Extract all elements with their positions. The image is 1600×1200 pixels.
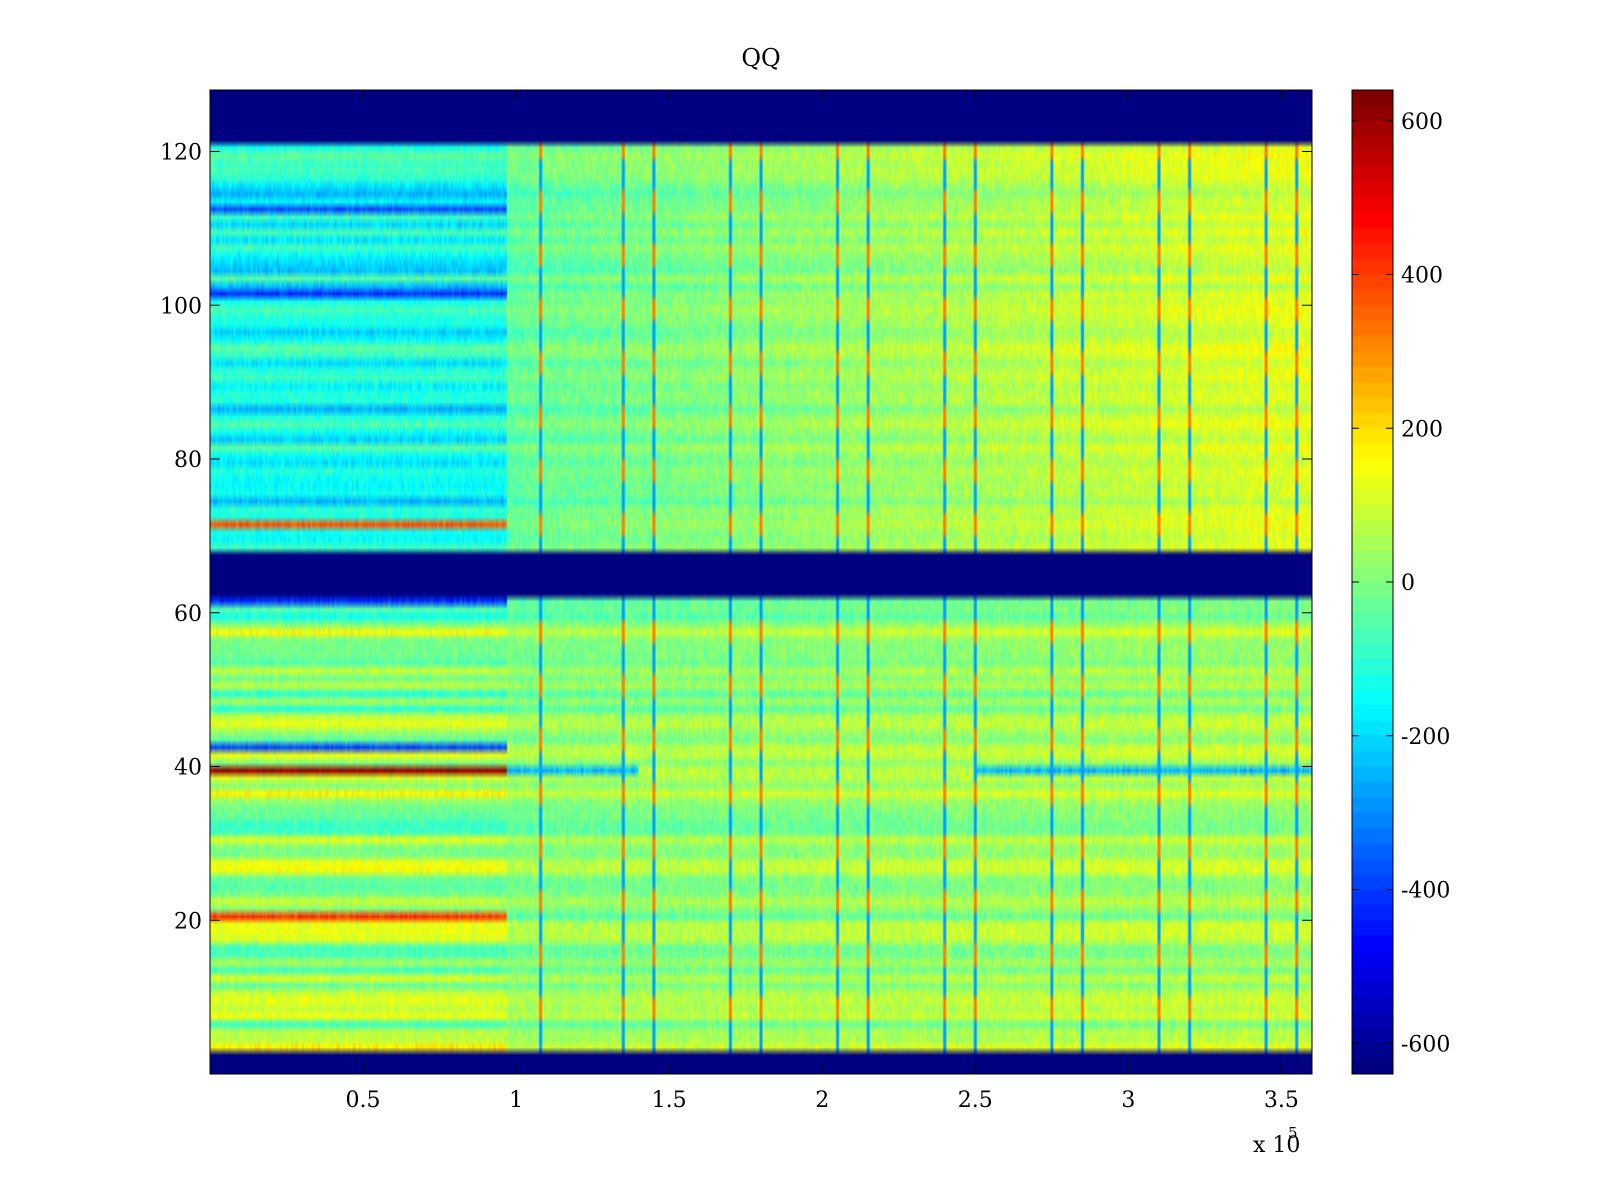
- x-multiplier-base: x 10: [1253, 1133, 1300, 1158]
- x-tick-label: 2.5: [958, 1088, 993, 1113]
- x-tick-label: 1: [509, 1088, 523, 1113]
- x-tick-label: 3.5: [1264, 1088, 1299, 1113]
- y-tick-label: 20: [174, 909, 202, 934]
- y-tick-label: 120: [160, 141, 202, 166]
- x-tick-label: 0.5: [346, 1088, 381, 1113]
- x-tick-label: 3: [1121, 1088, 1135, 1113]
- colorbar-tick-label: 200: [1401, 417, 1443, 442]
- chart-title: QQ: [741, 44, 780, 72]
- y-tick-label: 80: [174, 448, 202, 473]
- x-tick-label: 1.5: [652, 1088, 687, 1113]
- x-axis-multiplier: x 10 5: [1253, 1124, 1300, 1158]
- heatmap-plot-area: 0.5 1 1.5 2 2.5 3 3.5 20 40 60 80 100 120: [160, 89, 1313, 1113]
- colorbar-tick-label: -200: [1401, 725, 1450, 750]
- x-tick-label: 2: [815, 1088, 829, 1113]
- colorbar-ticks: -600 -400 -200 0 200 400 600: [1352, 110, 1450, 1057]
- colorbar: -600 -400 -200 0 200 400 600: [1351, 89, 1450, 1075]
- y-axis-ticks: 20 40 60 80 100 120: [160, 141, 1312, 934]
- colorbar-tick-label: -600: [1401, 1032, 1450, 1057]
- x-multiplier-exponent: 5: [1288, 1124, 1298, 1142]
- heatmap-image: [210, 90, 1312, 1074]
- x-axis-ticks: 0.5 1 1.5 2 2.5 3 3.5: [346, 90, 1299, 1113]
- y-tick-label: 40: [174, 756, 202, 781]
- colorbar-tick-label: -400: [1401, 879, 1450, 904]
- colorbar-tick-label: 0: [1401, 571, 1415, 596]
- y-tick-label: 100: [160, 294, 202, 319]
- y-tick-label: 60: [174, 602, 202, 627]
- colorbar-tick-label: 600: [1401, 110, 1443, 135]
- plot-frame: [209, 89, 1313, 1075]
- colorbar-tick-label: 400: [1401, 264, 1443, 289]
